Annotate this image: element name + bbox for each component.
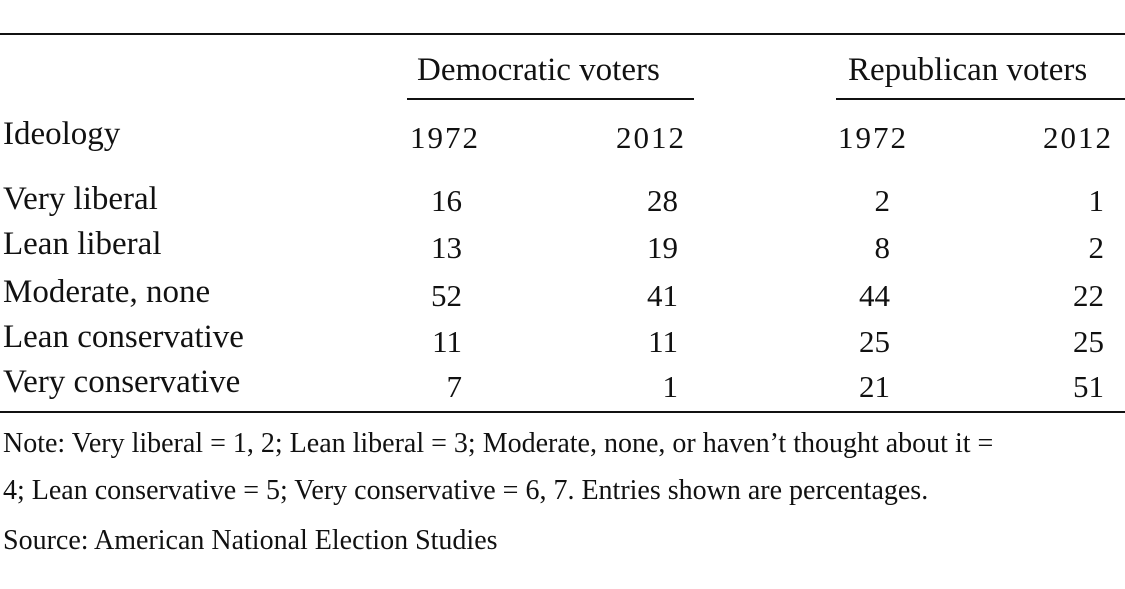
row-label-very-liberal: Very liberal	[3, 181, 158, 217]
table-top-rule	[0, 33, 1125, 35]
cell-very-conservative-rep-1972: 21	[859, 369, 890, 404]
cell-very-liberal-dem-2012: 28	[647, 183, 678, 218]
row-label-very-conservative: Very conservative	[3, 364, 241, 400]
cell-lean-conservative-rep-2012: 25	[1073, 324, 1104, 359]
democratic-voters-header: Democratic voters	[417, 52, 660, 88]
cell-lean-conservative-rep-1972: 25	[859, 324, 890, 359]
ideology-column-header: Ideology	[3, 116, 121, 152]
cell-very-liberal-rep-2012: 1	[1088, 183, 1105, 218]
table-note-line-1: Note: Very liberal = 1, 2; Lean liberal …	[3, 428, 994, 459]
cell-very-liberal-rep-1972: 2	[874, 183, 891, 218]
year-header-rep-1972: 1972	[838, 120, 908, 155]
cell-moderate-dem-1972: 52	[431, 278, 462, 313]
cell-lean-conservative-dem-2012: 11	[648, 324, 678, 359]
row-label-lean-conservative: Lean conservative	[3, 319, 244, 355]
year-header-dem-2012: 2012	[616, 120, 686, 155]
democratic-group-rule	[407, 98, 694, 100]
cell-moderate-rep-1972: 44	[859, 278, 890, 313]
table-bottom-rule	[0, 411, 1125, 413]
cell-lean-liberal-dem-1972: 13	[431, 230, 462, 265]
cell-lean-conservative-dem-1972: 11	[432, 324, 462, 359]
cell-moderate-dem-2012: 41	[647, 278, 678, 313]
table-note-line-2: 4; Lean conservative = 5; Very conservat…	[3, 475, 929, 506]
table-source: Source: American National Election Studi…	[3, 525, 498, 556]
row-label-moderate-none: Moderate, none	[3, 274, 211, 310]
cell-very-conservative-dem-2012: 1	[662, 369, 679, 404]
cell-lean-liberal-rep-2012: 2	[1088, 230, 1105, 265]
cell-lean-liberal-dem-2012: 19	[647, 230, 678, 265]
cell-very-conservative-dem-1972: 7	[446, 369, 463, 404]
cell-very-conservative-rep-2012: 51	[1073, 369, 1104, 404]
year-header-dem-1972: 1972	[410, 120, 480, 155]
year-header-rep-2012: 2012	[1043, 120, 1113, 155]
row-label-lean-liberal: Lean liberal	[3, 226, 162, 262]
republican-voters-header: Republican voters	[848, 52, 1088, 88]
cell-lean-liberal-rep-1972: 8	[874, 230, 891, 265]
cell-very-liberal-dem-1972: 16	[431, 183, 462, 218]
cell-moderate-rep-2012: 22	[1073, 278, 1104, 313]
republican-group-rule	[836, 98, 1125, 100]
